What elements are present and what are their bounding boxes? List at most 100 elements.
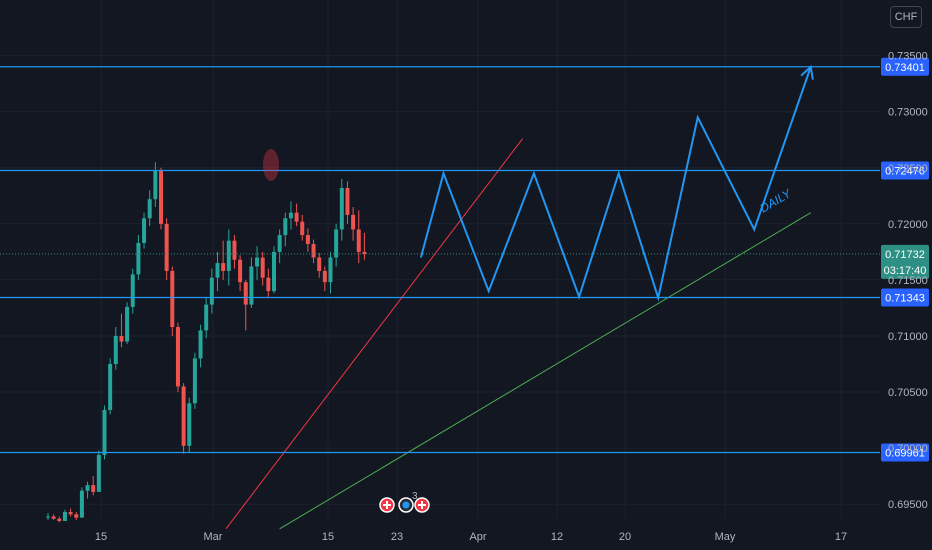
candle-body bbox=[85, 485, 90, 491]
candle-body bbox=[322, 270, 327, 283]
candle-body bbox=[136, 242, 141, 275]
x-tick-label: 15 bbox=[95, 531, 107, 543]
candle-body bbox=[305, 235, 310, 245]
candle-body bbox=[62, 512, 67, 521]
candlesticks bbox=[46, 162, 367, 523]
countdown-label: 03:17:40 bbox=[884, 265, 927, 277]
flag-icon[interactable] bbox=[414, 497, 430, 513]
y-tick-label: 0.73000 bbox=[888, 107, 928, 119]
axes: 0.73500 0.73000 0.72500 0.72000 0.71500 0.710… bbox=[95, 51, 928, 543]
candle-body bbox=[294, 212, 299, 222]
globe-icon[interactable] bbox=[398, 497, 414, 513]
candle-body bbox=[300, 221, 305, 236]
x-tick-label: 15 bbox=[322, 531, 334, 543]
y-tick-label: 0.72500 bbox=[888, 163, 928, 175]
level-label-bg bbox=[881, 443, 929, 462]
y-tick-label: 0.73500 bbox=[888, 51, 928, 63]
candle-body bbox=[351, 214, 356, 230]
level-label-bg bbox=[881, 57, 929, 76]
projection-zigzag bbox=[419, 66, 812, 302]
candle-body bbox=[130, 274, 135, 307]
candle-body bbox=[125, 306, 130, 342]
horizontal-levels: 0.73401 0.72476 0.71343 0.69961 0.71732 03:17… bbox=[0, 57, 929, 462]
level-label: 0.73401 bbox=[885, 62, 925, 74]
y-tick-label: 0.71500 bbox=[888, 275, 928, 287]
candle-body bbox=[266, 277, 271, 292]
candle-body bbox=[74, 514, 79, 518]
x-tick-label: 12 bbox=[551, 531, 563, 543]
candle-body bbox=[96, 454, 101, 492]
candle-body bbox=[181, 386, 186, 446]
current-price-label-bg bbox=[881, 244, 929, 279]
candle-body bbox=[147, 199, 152, 219]
x-tick-label: 17 bbox=[835, 531, 847, 543]
candle-body bbox=[260, 257, 265, 278]
level-label-bg bbox=[881, 161, 929, 180]
level-label-bg bbox=[881, 288, 929, 307]
candle-body bbox=[238, 259, 243, 283]
candle-body bbox=[272, 251, 276, 292]
current-price-label: 0.71732 bbox=[885, 249, 925, 261]
candle-body bbox=[46, 516, 50, 518]
candle-body bbox=[79, 490, 84, 518]
candle-body bbox=[170, 270, 175, 328]
y-tick-label: 0.72000 bbox=[888, 219, 928, 231]
candle-body bbox=[288, 212, 293, 219]
flag-icon[interactable] bbox=[379, 497, 395, 513]
candle-body bbox=[255, 257, 260, 267]
candle-body bbox=[153, 170, 158, 200]
candle-body bbox=[232, 240, 237, 260]
candle-body bbox=[209, 277, 214, 305]
candle-body bbox=[51, 516, 56, 519]
daily-annotation: DAILY bbox=[757, 186, 794, 216]
candle-body bbox=[198, 330, 203, 359]
red-marker-blob bbox=[263, 149, 279, 181]
currency-badge[interactable]: CHF bbox=[890, 6, 922, 28]
candle-body bbox=[187, 403, 192, 446]
candle-body bbox=[226, 240, 231, 271]
candle-body bbox=[68, 512, 73, 515]
candle-body bbox=[317, 257, 322, 271]
projection-path: DAILY bbox=[263, 64, 814, 302]
candle-body bbox=[221, 263, 226, 271]
x-tick-label: 23 bbox=[391, 531, 403, 543]
candle-body bbox=[311, 244, 316, 258]
candle-body bbox=[362, 251, 367, 255]
candle-body bbox=[142, 218, 147, 243]
x-tick-label: May bbox=[715, 531, 736, 543]
x-tick-label: Apr bbox=[469, 531, 486, 543]
level-label: 0.71343 bbox=[885, 293, 925, 305]
candle-body bbox=[159, 170, 163, 224]
level-label: 0.72476 bbox=[885, 165, 925, 177]
candle-body bbox=[57, 518, 62, 521]
event-markers[interactable]: 3 bbox=[379, 491, 430, 513]
projection-arrowhead bbox=[800, 64, 814, 80]
candle-body bbox=[356, 229, 361, 252]
trendline-red bbox=[225, 138, 523, 530]
candle-body bbox=[334, 229, 339, 258]
trendlines bbox=[225, 138, 812, 530]
candle-body bbox=[102, 409, 107, 455]
y-tick-label: 0.70500 bbox=[888, 387, 928, 399]
candle-body bbox=[204, 304, 209, 331]
grid bbox=[0, 0, 880, 518]
candle-body bbox=[91, 485, 96, 492]
candle-body bbox=[277, 235, 282, 252]
x-tick-label: Mar bbox=[204, 531, 223, 543]
candle-body bbox=[339, 187, 344, 230]
candle-body bbox=[113, 335, 118, 365]
candle-body bbox=[345, 187, 350, 215]
level-label: 0.69961 bbox=[885, 447, 925, 459]
candle-body bbox=[215, 263, 220, 278]
globe-core bbox=[402, 501, 410, 509]
y-tick-label: 0.71000 bbox=[888, 331, 928, 343]
candle-body bbox=[192, 358, 197, 404]
y-tick-label: 0.69500 bbox=[888, 499, 928, 511]
y-tick-label: 0.70000 bbox=[888, 443, 928, 455]
cross-h bbox=[383, 504, 391, 506]
candle-body bbox=[175, 327, 180, 387]
candle-body bbox=[164, 223, 169, 271]
event-count: 3 bbox=[412, 491, 418, 502]
candle-body bbox=[108, 364, 113, 410]
